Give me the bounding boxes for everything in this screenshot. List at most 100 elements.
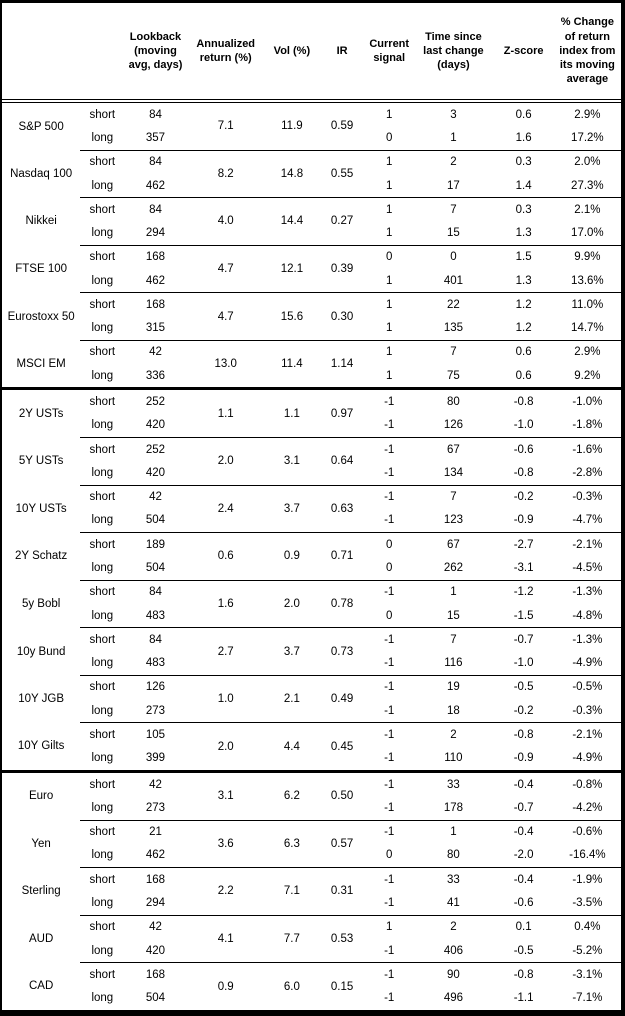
leg-label: short <box>80 867 125 892</box>
vol-value: 4.4 <box>264 722 319 772</box>
z-score-value: -2.0 <box>513 849 534 862</box>
vol-value: 14.8 <box>264 149 319 198</box>
vol-value: 1.1 <box>264 387 319 438</box>
current-signal-value: 1 <box>365 149 414 174</box>
asset-name: 10Y Gilts <box>17 740 65 753</box>
asset-row-short: Euro short 42 3.1 6.2 0.50 -1 33 -0.4 -0.8% <box>2 769 621 821</box>
vol-value: 6.0 <box>264 962 319 1010</box>
time-since-value: 406 <box>443 944 463 957</box>
lookback-value: 21 <box>124 819 187 844</box>
asset-row-short: 10Y USTs short 42 2.4 3.7 0.63 -1 7 -0.2 -0.3% <box>2 484 621 533</box>
lookback-value: 84 <box>124 197 187 222</box>
asset-row-long: long 420 -1 406 -0.5 -5.2% <box>2 939 621 963</box>
asset-row-long: long 462 1 401 1.3 13.6% <box>2 269 621 293</box>
asset-row-short: 5Y USTs short 252 2.0 3.1 0.64 -1 67 -0.6 -1.6% <box>2 436 621 486</box>
pct-change-value: 2.1% <box>553 197 621 222</box>
pct-change-value: 2.9% <box>553 339 621 365</box>
current-signal-value: 1 <box>386 369 393 382</box>
current-signal-value: -1 <box>384 704 395 717</box>
pct-change-value: 17.2% <box>571 131 604 144</box>
lookback-value: 84 <box>124 579 187 604</box>
header-current-signal: Current signal <box>365 3 414 103</box>
time-since-value: 2 <box>413 914 494 939</box>
time-since-value: 135 <box>443 322 463 335</box>
lookback-value: 420 <box>145 466 166 479</box>
z-score-value: 0.3 <box>493 149 554 174</box>
current-signal-value: -1 <box>384 752 395 765</box>
z-score-value: -0.7 <box>493 627 554 652</box>
lookback-value: 315 <box>145 322 166 335</box>
lookback-value: 483 <box>145 657 166 670</box>
lookback-value: 168 <box>124 244 187 269</box>
time-since-value: 126 <box>443 419 463 432</box>
lookback-value: 336 <box>145 369 166 382</box>
pct-change-value: 0.4% <box>553 914 621 939</box>
asset-name: Euro <box>2 769 81 821</box>
vol-value: 12.1 <box>264 244 319 293</box>
table-body: S&P 500 short 84 7.1 11.9 0.59 1 3 0.6 2.9% long 35… <box>2 101 621 1010</box>
pct-change-value: 9.2% <box>574 369 601 382</box>
asset-row-long: long 483 0 15 -1.5 -4.8% <box>2 604 621 628</box>
current-signal-value: -1 <box>365 962 414 987</box>
asset-row-short: MSCI EM short 42 13.0 11.4 1.14 1 7 0.6 2.9% <box>2 339 621 389</box>
vol-value: 3.1 <box>264 436 319 486</box>
asset-row-short: 10Y Gilts short 105 2.0 4.4 0.45 -1 2 -0.8 -2.1% <box>2 722 621 772</box>
ir-value: 0.97 <box>319 387 366 438</box>
leg-label: short <box>80 627 125 652</box>
leg-label: long <box>91 131 114 144</box>
asset-row-long: long 420 -1 126 -1.0 -1.8% <box>2 414 621 438</box>
current-signal-value: -1 <box>384 514 395 527</box>
z-score-value: -0.4 <box>493 769 554 797</box>
asset-row-long: long 504 -1 123 -0.9 -4.7% <box>2 509 621 533</box>
time-since-value: 0 <box>413 244 494 269</box>
current-signal-value: -1 <box>384 466 395 479</box>
asset-row-short: Sterling short 168 2.2 7.1 0.31 -1 33 -0.4 -1.9% <box>2 867 621 916</box>
leg-label: long <box>91 657 114 670</box>
current-signal-value: -1 <box>365 484 414 509</box>
lookback-value: 168 <box>124 292 187 317</box>
pct-change-value: 27.3% <box>571 179 604 192</box>
lookback-value: 105 <box>124 722 187 747</box>
leg-label: short <box>80 197 125 222</box>
lookback-value: 504 <box>145 514 166 527</box>
z-score-value: -0.6 <box>493 436 554 462</box>
annualized-return-value: 13.0 <box>186 339 265 389</box>
asset-name: 2Y Schatz <box>15 550 68 563</box>
z-score-value: -1.1 <box>513 992 534 1005</box>
asset-row-long: long 420 -1 134 -0.8 -2.8% <box>2 461 621 485</box>
annualized-return-value: 7.1 <box>217 120 234 133</box>
z-score-value: -1.0 <box>513 419 534 432</box>
time-since-value: 15 <box>447 609 460 622</box>
lookback-value: 504 <box>145 562 166 575</box>
ir-value: 0.27 <box>319 197 366 246</box>
ir-value: 0.53 <box>319 914 366 963</box>
asset-row-long: long 483 -1 116 -1.0 -4.9% <box>2 652 621 676</box>
z-score-value: -0.4 <box>493 867 554 892</box>
vol-value: 7.1 <box>264 867 319 916</box>
time-since-value: 496 <box>443 992 463 1005</box>
annualized-return-value: 2.2 <box>186 867 265 916</box>
annualized-return-value: 0.6 <box>186 532 265 581</box>
asset-row-short: CAD short 168 0.9 6.0 0.15 -1 90 -0.8 -3.1% <box>2 962 621 1010</box>
pct-change-value: -4.7% <box>572 514 603 527</box>
pct-change-value: -1.3% <box>553 579 621 604</box>
asset-name: Sterling <box>21 885 61 898</box>
time-since-value: 33 <box>413 867 494 892</box>
z-score-value: 1.2 <box>493 292 554 317</box>
asset-row-long: long 273 -1 18 -0.2 -0.3% <box>2 699 621 723</box>
current-signal-value: 1 <box>365 292 414 317</box>
z-score-value: -0.9 <box>513 752 534 765</box>
current-signal-value: -1 <box>384 657 395 670</box>
time-since-value: 15 <box>447 227 460 240</box>
time-since-value: 7 <box>413 484 494 509</box>
asset-row-short: 2Y Schatz short 189 0.6 0.9 0.71 0 67 -2.7 -2.1% <box>2 532 621 581</box>
z-score-value: -1.5 <box>513 609 534 622</box>
asset-row-long: long 399 -1 110 -0.9 -4.9% <box>2 747 621 772</box>
annualized-return-value: 4.1 <box>186 914 265 963</box>
leg-label: long <box>91 419 114 432</box>
lookback-value: 273 <box>145 704 166 717</box>
time-since-value: 2 <box>413 149 494 174</box>
lookback-value: 462 <box>145 849 166 862</box>
z-score-value: -0.8 <box>493 722 554 747</box>
pct-change-value: -1.3% <box>553 627 621 652</box>
